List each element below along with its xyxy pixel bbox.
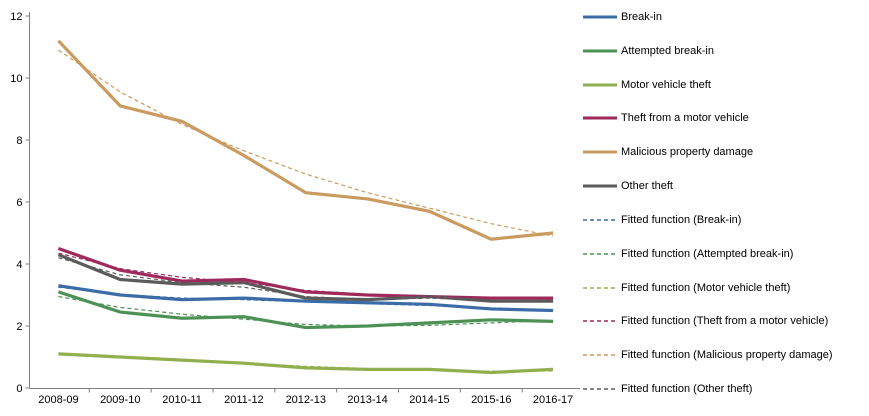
legend-item-break-in: Break-in: [580, 9, 662, 25]
legend-item-fitted-function-theft-from-a-motor-vehicle: Fitted function (Theft from a motor vehi…: [580, 313, 828, 329]
legend-item-attempted-break-in: Attempted break-in: [580, 43, 714, 59]
fitted-line-fitted-function-break-in: [58, 286, 554, 311]
legend-line-swatch: [583, 253, 617, 255]
x-axis-tick-label: 2013-14: [347, 394, 387, 406]
legend-label: Attempted break-in: [621, 44, 714, 57]
legend-item-other-theft: Other theft: [580, 178, 673, 194]
x-axis-tick-label: 2012-13: [286, 394, 326, 406]
x-axis-tick-label: 2011-12: [224, 394, 264, 406]
legend-line-swatch: [583, 354, 617, 356]
fitted-line-fitted-function-malicious-property-damage: [58, 49, 554, 237]
legend-label: Fitted function (Other theft): [621, 383, 753, 396]
legend-label: Fitted function (Attempted break-in): [621, 247, 794, 260]
legend-line-swatch: [583, 219, 617, 221]
legend-line-swatch: [583, 83, 617, 87]
series-line-motor-vehicle-theft: [58, 352, 554, 375]
series-line-other-theft: [57, 253, 554, 303]
x-axis-tick-label: 2015-16: [471, 394, 511, 406]
x-axis-tick-label: 2016-17: [533, 394, 573, 406]
y-axis-tick-label: 6: [16, 197, 22, 209]
legend-line-swatch: [583, 388, 617, 390]
legend-line-swatch: [583, 49, 617, 53]
x-axis-tick-label: 2008-09: [38, 394, 78, 406]
legend-item-fitted-function-break-in: Fitted function (Break-in): [580, 212, 741, 228]
y-axis-tick-label: 2: [16, 321, 22, 333]
axes: 0 2 4 6 8 10 12 2008-09 2009-10 2010-11 2011-12 201…: [10, 11, 580, 406]
fitted-line-fitted-function-motor-vehicle-theft: [58, 353, 554, 372]
series-line-theft-from-a-motor-vehicle: [57, 246, 554, 300]
fitted-line-fitted-function-theft-from-a-motor-vehicle: [58, 252, 554, 300]
legend-line-swatch: [583, 116, 617, 120]
series-line-malicious-property-damage: [57, 39, 554, 241]
legend-item-theft-from-a-motor-vehicle: Theft from a motor vehicle: [580, 110, 749, 126]
legend-label: Theft from a motor vehicle: [621, 112, 749, 125]
y-axis-tick-label: 10: [10, 73, 22, 85]
legend-label: Break-in: [621, 11, 662, 23]
x-axis-tick-label: 2014-15: [409, 394, 449, 406]
y-axis-tick-label: 8: [16, 135, 22, 147]
legend-label: Motor vehicle theft: [621, 78, 711, 91]
fitted-line-fitted-function-other-theft: [58, 257, 554, 302]
legend-label: Malicious property damage: [621, 146, 754, 159]
legend-label: Fitted function (Motor vehicle theft): [621, 281, 791, 294]
legend-item-fitted-function-motor-vehicle-theft: Fitted function (Motor vehicle theft): [580, 280, 790, 296]
legend-item-fitted-function-malicious-property-damage: Fitted function (Malicious property dama…: [580, 347, 833, 363]
y-axis-tick-label: 12: [10, 11, 22, 23]
x-axis-tick-label: 2009-10: [100, 394, 140, 406]
legend-label: Fitted function (Malicious property dama…: [621, 349, 833, 362]
legend-item-motor-vehicle-theft: Motor vehicle theft: [580, 77, 711, 93]
legend-line-swatch: [583, 320, 617, 323]
y-axis-tick-label: 4: [16, 259, 22, 271]
plot-area: 0 2 4 6 8 10 12 2008-09 2009-10 2010-11 2011-12 201…: [10, 11, 580, 406]
legend-label: Fitted function (Theft from a motor vehi…: [621, 315, 829, 328]
legend-item-fitted-function-attempted-break-in: Fitted function (Attempted break-in): [580, 246, 793, 262]
legend-item-malicious-property-damage: Malicious property damage: [580, 144, 753, 160]
legend-line-swatch: [583, 15, 617, 19]
legend-label: Fitted function (Break-in): [621, 213, 742, 226]
fitted-line-fitted-function-attempted-break-in: [58, 295, 554, 327]
series-line-break-in: [58, 284, 554, 313]
legend-item-fitted-function-other-theft: Fitted function (Other theft): [580, 381, 752, 397]
x-axis-tick-label: 2010-11: [162, 394, 202, 406]
y-axis-tick-label: 0: [16, 383, 22, 395]
legend-line-swatch: [583, 286, 617, 289]
series-line-attempted-break-in: [57, 290, 554, 330]
legend-line-swatch: [583, 150, 617, 154]
chart-legend: Break-in Attempted break-in Motor vehicle …: [580, 0, 869, 416]
legend-line-swatch: [583, 184, 617, 188]
legend-label: Other theft: [621, 180, 673, 193]
